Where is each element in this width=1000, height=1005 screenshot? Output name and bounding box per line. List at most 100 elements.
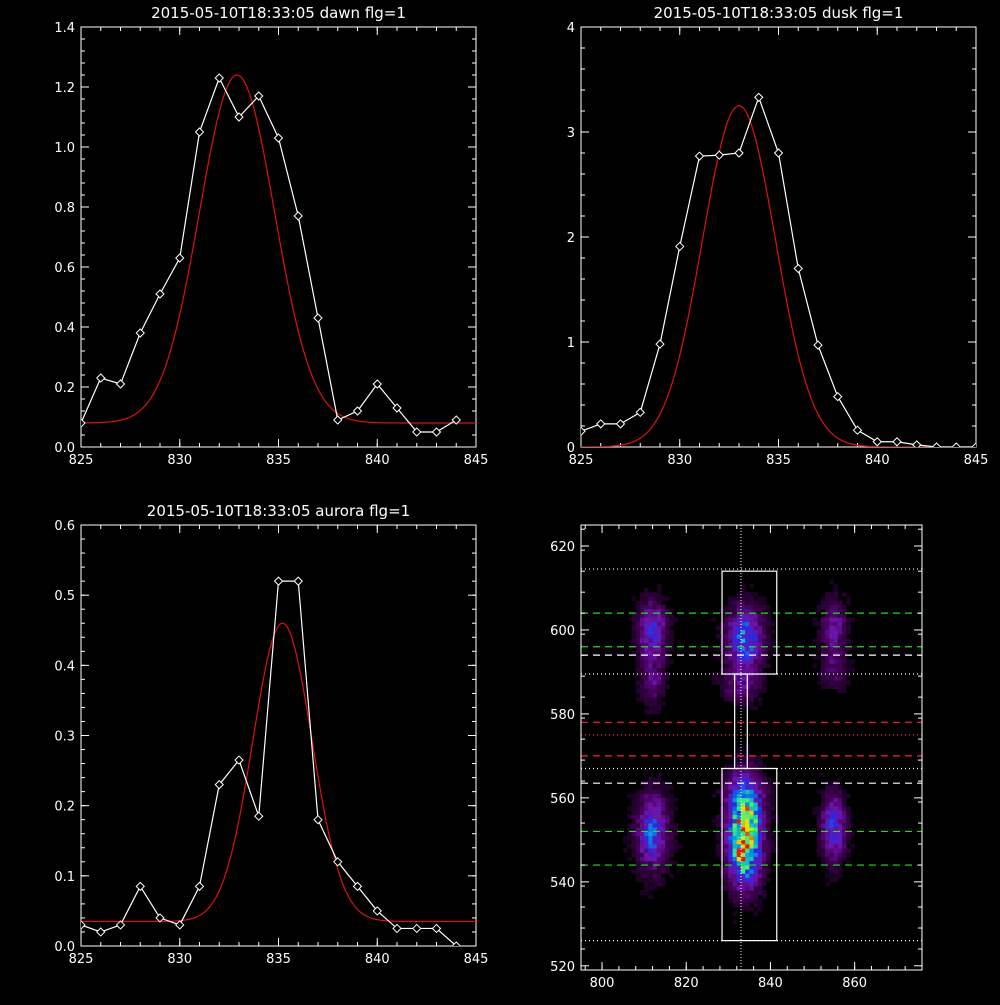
heatmap-cell [740, 680, 746, 685]
heatmap-cell [711, 793, 717, 799]
heatmap-cell [652, 844, 658, 849]
heatmap-cell [833, 785, 839, 790]
heatmap-cell [724, 802, 729, 807]
heatmap-cell [665, 793, 670, 799]
y-tick-label: 0.0 [54, 940, 75, 955]
heatmap-cell [829, 638, 834, 643]
heatmap-cell [665, 848, 670, 853]
heatmap-cell [728, 776, 733, 782]
heatmap-cell [648, 705, 653, 711]
heatmap-cell [648, 617, 653, 622]
heatmap-cell [656, 667, 662, 673]
heatmap-cell [711, 617, 717, 622]
data-point [912, 440, 922, 447]
heatmap-cell [745, 844, 750, 849]
heatmap-cell [749, 848, 754, 853]
heatmap-cell [644, 625, 649, 631]
heatmap-cell [665, 797, 670, 803]
heatmap-cell [644, 655, 649, 660]
y-tick-label: 0.2 [54, 800, 75, 815]
heatmap-cell [635, 852, 641, 857]
heatmap-cell [757, 814, 763, 820]
heatmap-cell [728, 642, 733, 648]
x-tick-label: 845 [464, 453, 489, 468]
heatmap-cell [631, 818, 637, 824]
heatmap-cell [749, 621, 754, 627]
heatmap-cell [639, 596, 645, 601]
heatmap-cell [770, 793, 775, 799]
heatmap-cell [842, 646, 847, 652]
heatmap-cell [770, 844, 775, 849]
heatmap-cell [660, 823, 666, 828]
heatmap-cell [648, 831, 653, 836]
heatmap-cell [833, 583, 839, 589]
heatmap-cell [749, 852, 754, 857]
heatmap-cell [736, 701, 742, 706]
heatmap-cell [833, 608, 839, 614]
heatmap-cell [652, 663, 658, 669]
heatmap-cell [660, 629, 666, 635]
heatmap-cell [656, 877, 662, 883]
heatmap-cell [635, 688, 641, 694]
heatmap-cell [660, 634, 666, 639]
data-point [392, 403, 402, 413]
heatmap-cell [740, 810, 746, 815]
heatmap-cell [740, 785, 746, 790]
heatmap-cell [749, 802, 754, 807]
heatmap-cell [660, 676, 666, 681]
heatmap-cell [745, 877, 750, 883]
heatmap-cell [656, 814, 662, 820]
heatmap-cell [724, 608, 729, 614]
heatmap-cell [829, 667, 834, 673]
heatmap-cell [656, 655, 662, 660]
heatmap-cell [728, 810, 733, 815]
heatmap-cell [631, 869, 637, 874]
heatmap-cell [820, 839, 826, 845]
heatmap-cell [837, 634, 843, 639]
heatmap-cell [724, 869, 729, 874]
heatmap-cell [728, 634, 733, 639]
heatmap-cell [816, 818, 822, 824]
heatmap-cell [829, 802, 834, 807]
heatmap-cell [728, 877, 733, 883]
heatmap-cell [766, 793, 771, 799]
heatmap-cell [846, 667, 851, 673]
heatmap-cell [833, 659, 839, 664]
heatmap-cell [724, 856, 729, 862]
heatmap-cell [762, 613, 767, 618]
y-tick-label: 0.4 [54, 321, 75, 336]
observed-line [81, 580, 457, 946]
heatmap-cell [677, 844, 683, 849]
heatmap-cell [825, 831, 830, 836]
heatmap-cell [715, 844, 721, 849]
chart-title: 2015-05-10T18:33:05 dawn flg=1 [151, 4, 406, 22]
heatmap-cell [833, 671, 839, 677]
heatmap-cell [757, 629, 763, 635]
heatmap-cell [728, 663, 733, 669]
heatmap-cell [644, 667, 649, 673]
heatmap-cell [728, 881, 733, 887]
heatmap-cell [644, 680, 649, 685]
heatmap-cell [753, 827, 759, 832]
data-point [734, 148, 744, 158]
heatmap-cell [665, 856, 670, 862]
heatmap-cell [728, 839, 733, 845]
heatmap-cell [648, 646, 653, 652]
heatmap-cell [635, 634, 641, 639]
heatmap-cell [724, 638, 729, 643]
heatmap-cell [728, 827, 733, 832]
heatmap-cell [732, 650, 738, 656]
heatmap-cell [766, 856, 771, 862]
heatmap-cell [757, 646, 763, 652]
heatmap-cell [736, 642, 742, 648]
heatmap-cell [816, 789, 822, 794]
heatmap-cell [648, 697, 653, 702]
heatmap-cell [631, 802, 637, 807]
heatmap-cell [745, 785, 750, 790]
heatmap-cell [631, 629, 637, 635]
heatmap-cell [728, 684, 733, 690]
heatmap-cell [825, 642, 830, 648]
heatmap-cell [660, 596, 666, 601]
heatmap-cell [669, 797, 674, 803]
heatmap-cell [736, 768, 742, 773]
